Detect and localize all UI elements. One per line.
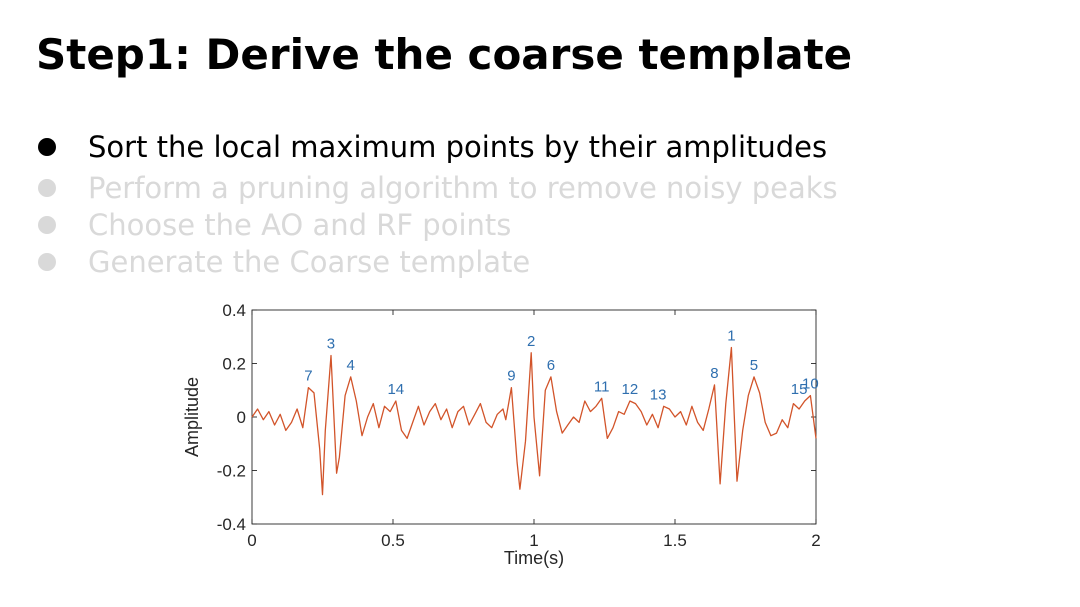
bullet-dot-icon bbox=[38, 253, 56, 271]
peak-label: 7 bbox=[304, 368, 312, 385]
peak-label: 4 bbox=[347, 357, 355, 374]
x-tick-label: 1.5 bbox=[663, 531, 687, 550]
bullet-text: Perform a pruning algorithm to remove no… bbox=[88, 171, 838, 205]
bullet-dot-icon bbox=[38, 216, 56, 234]
y-tick-label: -0.2 bbox=[217, 462, 246, 481]
peak-label: 15 bbox=[791, 381, 808, 398]
peak-label: 13 bbox=[650, 386, 667, 403]
peak-label: 11 bbox=[594, 378, 610, 395]
peak-label: 8 bbox=[710, 365, 718, 382]
x-tick-label: 2 bbox=[811, 531, 820, 550]
bullet-text: Sort the local maximum points by their a… bbox=[88, 130, 828, 164]
bullet-text: Choose the AO and RF points bbox=[88, 208, 512, 242]
amplitude-chart: 0 0.5 1 1.5 2 -0.4 -0.2 0 0.2 0.4 Time(s) Amplitude… bbox=[182, 301, 821, 568]
y-axis-label: Amplitude bbox=[182, 377, 202, 457]
bullet-text: Generate the Coarse template bbox=[88, 245, 531, 279]
peak-label: 5 bbox=[750, 357, 758, 374]
peak-label: 10 bbox=[802, 376, 819, 393]
x-axis-label: Time(s) bbox=[504, 548, 564, 568]
signal-line bbox=[251, 346, 817, 496]
peak-label: 9 bbox=[507, 368, 515, 385]
bullet-item: Generate the Coarse template bbox=[38, 244, 838, 281]
bullet-item: Perform a pruning algorithm to remove no… bbox=[38, 170, 838, 207]
peak-label: 1 bbox=[727, 327, 735, 344]
peak-label: 2 bbox=[527, 333, 535, 350]
y-tick-label: 0 bbox=[237, 408, 246, 427]
y-tick-label: 0.4 bbox=[222, 301, 246, 320]
peak-label: 6 bbox=[547, 357, 555, 374]
peak-label: 3 bbox=[327, 335, 335, 352]
bullet-item: Sort the local maximum points by their a… bbox=[38, 125, 838, 170]
x-tick-label: 1 bbox=[529, 531, 538, 550]
x-tick-label: 0 bbox=[247, 531, 256, 550]
slide-title: Step1: Derive the coarse template bbox=[36, 30, 853, 79]
bullet-dot-icon bbox=[38, 179, 56, 197]
y-tick-label: -0.4 bbox=[217, 515, 246, 534]
y-tick-label: 0.2 bbox=[222, 355, 246, 374]
bullet-dot-icon bbox=[38, 138, 56, 156]
x-tick-label: 0.5 bbox=[381, 531, 405, 550]
peak-label: 12 bbox=[622, 381, 639, 398]
bullet-item: Choose the AO and RF points bbox=[38, 207, 838, 244]
bullet-list: Sort the local maximum points by their a… bbox=[38, 125, 838, 281]
peak-label: 14 bbox=[387, 381, 404, 398]
